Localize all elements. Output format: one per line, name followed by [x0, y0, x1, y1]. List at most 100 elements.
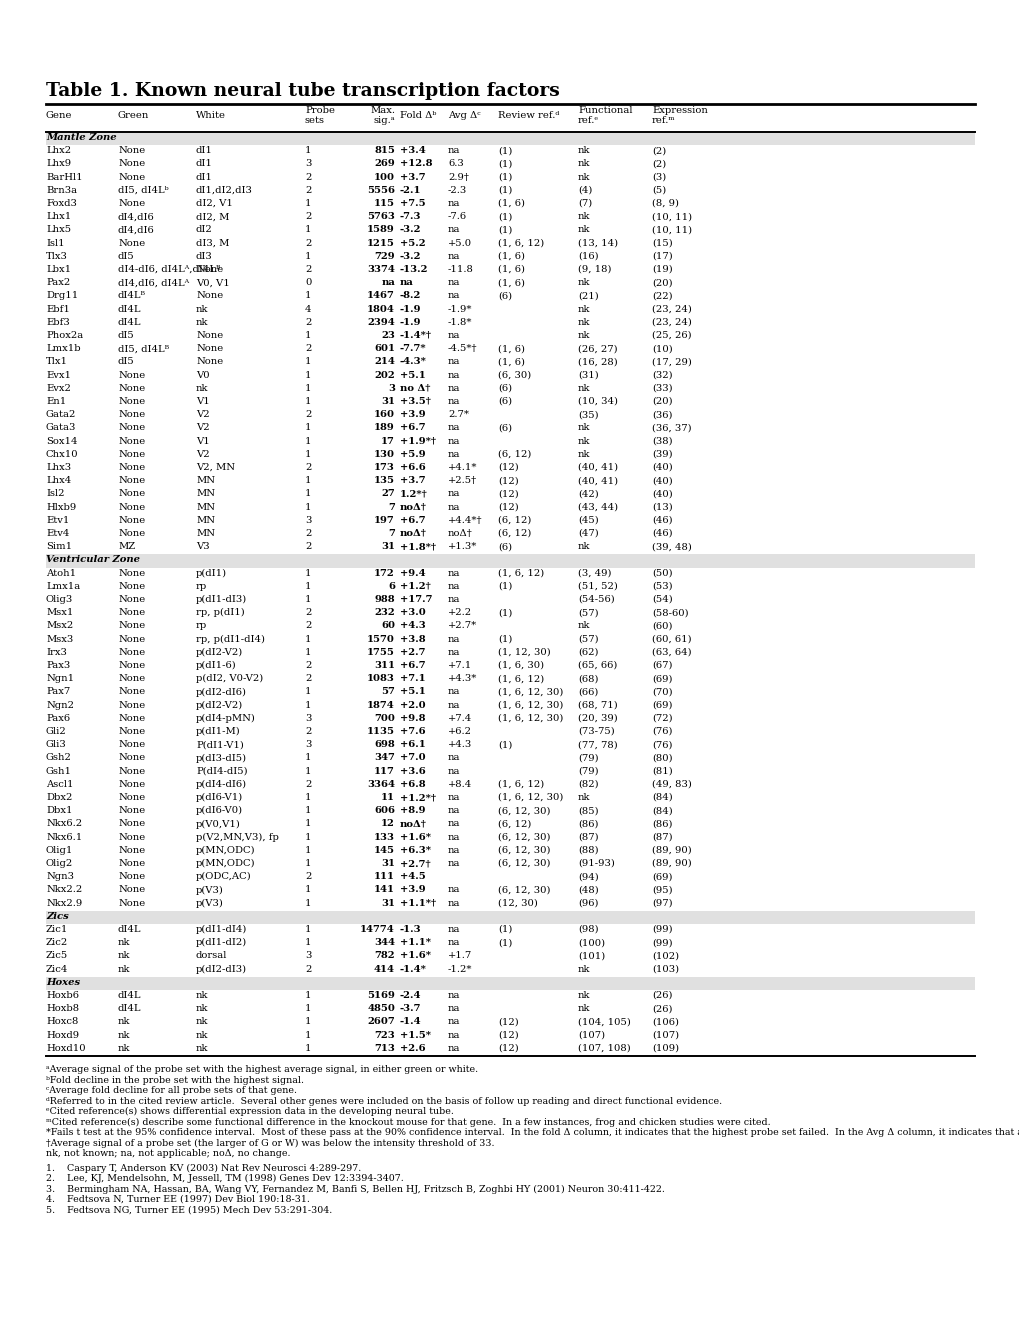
Text: 3: 3	[305, 952, 311, 961]
Text: 2: 2	[305, 675, 311, 684]
Text: None: None	[118, 173, 145, 182]
Text: (6, 12): (6, 12)	[497, 820, 531, 829]
Text: None: None	[118, 807, 145, 816]
Text: +6.7: +6.7	[399, 424, 425, 433]
Text: 3: 3	[305, 714, 311, 723]
Text: (13): (13)	[651, 503, 673, 512]
Text: +3.7: +3.7	[399, 173, 425, 182]
Text: (94): (94)	[578, 873, 598, 882]
Text: nk: nk	[578, 450, 590, 459]
Text: 1: 1	[305, 846, 311, 855]
Text: 601: 601	[374, 345, 394, 354]
Text: na: na	[447, 424, 460, 433]
Text: (1, 6): (1, 6)	[497, 252, 525, 261]
Text: (1, 6): (1, 6)	[497, 358, 525, 367]
Text: +7.5: +7.5	[399, 199, 425, 209]
Text: p(dI2-V2): p(dI2-V2)	[196, 701, 243, 710]
Text: (6): (6)	[497, 397, 512, 407]
Text: na: na	[447, 147, 460, 156]
Text: (1): (1)	[497, 213, 512, 222]
Text: (8, 9): (8, 9)	[651, 199, 679, 209]
Text: 100: 100	[374, 173, 394, 182]
Text: (1, 6): (1, 6)	[497, 265, 525, 275]
Text: -1.9: -1.9	[399, 305, 421, 314]
Text: na: na	[447, 226, 460, 235]
Text: ᵐCited reference(s) describe some functional difference in the knockout mouse fo: ᵐCited reference(s) describe some functi…	[46, 1118, 770, 1127]
Text: Olig3: Olig3	[46, 595, 73, 605]
Text: 4850: 4850	[367, 1005, 394, 1014]
Text: -8.2: -8.2	[399, 292, 421, 301]
Text: 14774: 14774	[360, 925, 394, 935]
Text: 2.9†: 2.9†	[447, 173, 469, 182]
Text: 4: 4	[305, 305, 311, 314]
Text: Review ref.ᵈ: Review ref.ᵈ	[497, 111, 558, 120]
Text: 2: 2	[305, 727, 311, 737]
Text: p(dI4-pMN): p(dI4-pMN)	[196, 714, 256, 723]
Text: Zics: Zics	[46, 912, 68, 921]
Text: nk: nk	[578, 543, 590, 552]
Text: 1: 1	[305, 199, 311, 209]
Text: nk: nk	[118, 1031, 130, 1040]
Text: nk: nk	[118, 965, 130, 974]
Text: (12): (12)	[497, 1044, 519, 1053]
Text: 1: 1	[305, 503, 311, 512]
Text: 1: 1	[305, 582, 311, 591]
Text: +5.0: +5.0	[447, 239, 472, 248]
Text: na: na	[447, 279, 460, 288]
Text: Ventricular Zone: Ventricular Zone	[46, 556, 140, 565]
Text: na: na	[381, 279, 394, 288]
Text: +1.1*: +1.1*	[399, 939, 431, 948]
Text: +9.8: +9.8	[399, 714, 425, 723]
Text: (100): (100)	[578, 939, 604, 948]
Text: na: na	[447, 688, 460, 697]
Text: (1, 6): (1, 6)	[497, 345, 525, 354]
Text: None: None	[118, 609, 145, 618]
Text: (107): (107)	[651, 1031, 679, 1040]
Text: (1): (1)	[497, 147, 512, 156]
Text: Etv1: Etv1	[46, 516, 69, 525]
Text: (60, 61): (60, 61)	[651, 635, 691, 644]
Text: (54): (54)	[651, 595, 673, 605]
Text: Probe: Probe	[305, 106, 334, 115]
Text: 31: 31	[381, 397, 394, 407]
Text: -3.2: -3.2	[399, 252, 421, 261]
Text: 1: 1	[305, 1005, 311, 1014]
Text: rp, p(dI1): rp, p(dI1)	[196, 609, 245, 618]
Text: V0: V0	[196, 371, 210, 380]
Text: (23, 24): (23, 24)	[651, 318, 691, 327]
Text: None: None	[118, 516, 145, 525]
Text: 12: 12	[381, 820, 394, 829]
Text: nk: nk	[118, 1018, 130, 1027]
Text: na: na	[447, 1005, 460, 1014]
Text: Tlx3: Tlx3	[46, 252, 68, 261]
Text: 60: 60	[381, 622, 394, 631]
Text: p(V3): p(V3)	[196, 899, 223, 908]
Text: (103): (103)	[651, 965, 679, 974]
Text: Sim1: Sim1	[46, 543, 72, 552]
Text: nk: nk	[196, 305, 208, 314]
Text: 115: 115	[374, 199, 394, 209]
Text: Pax3: Pax3	[46, 661, 70, 671]
Text: p(dI2-V2): p(dI2-V2)	[196, 648, 243, 657]
Text: (39, 48): (39, 48)	[651, 543, 691, 552]
Text: (40, 41): (40, 41)	[578, 477, 618, 486]
Text: (1): (1)	[497, 925, 512, 935]
Text: V2: V2	[196, 450, 210, 459]
Text: na: na	[447, 358, 460, 367]
Text: (77, 78): (77, 78)	[578, 741, 618, 750]
Text: *Fails t test at the 95% confidence interval.  Most of these pass at the 90% con: *Fails t test at the 95% confidence inte…	[46, 1129, 1019, 1137]
Text: None: None	[196, 265, 223, 275]
Text: †Average signal of a probe set (the larger of G or W) was below the intensity th: †Average signal of a probe set (the larg…	[46, 1139, 494, 1147]
Text: None: None	[118, 160, 145, 169]
Text: na: na	[399, 279, 414, 288]
Text: +3.9: +3.9	[399, 886, 425, 895]
Text: na: na	[447, 846, 460, 855]
Text: Lhx9: Lhx9	[46, 160, 71, 169]
Text: 1: 1	[305, 226, 311, 235]
Text: na: na	[447, 292, 460, 301]
Text: 1: 1	[305, 886, 311, 895]
Text: -1.4*†: -1.4*†	[399, 331, 432, 341]
Text: (6, 12): (6, 12)	[497, 529, 531, 539]
Text: (72): (72)	[651, 714, 672, 723]
Text: +2.7*: +2.7*	[447, 622, 477, 631]
